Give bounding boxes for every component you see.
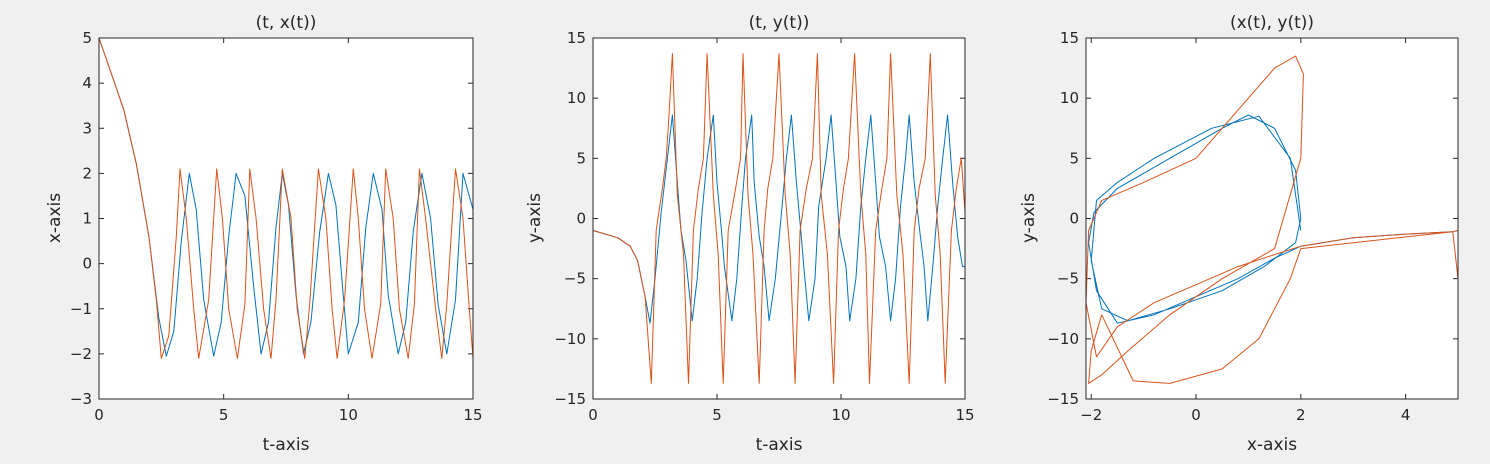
y-axis-label-2: y-axis [525,193,545,243]
y-tick-label: 5 [576,149,586,167]
x-tick-label: −2 [1080,406,1102,424]
tick-labels-1: 0 5 10 15 −3 −2 −1 0 1 2 3 4 5 [70,29,483,424]
x-tick-label: 15 [463,406,482,424]
x-tick-label: 0 [1191,406,1201,424]
series-line-orange [98,37,474,359]
x-tick-label: 4 [1401,406,1411,424]
y-tick-label: 4 [82,74,92,92]
x-tick-label: 10 [339,406,358,424]
x-tick-label: 2 [1296,406,1306,424]
y-tick-label: 15 [1060,29,1079,47]
y-tick-label: 3 [82,119,92,137]
axes-box-2 [592,37,966,400]
y-tick-label: −5 [564,270,586,288]
series-layer-1 [98,37,474,359]
x-tick-label: 10 [831,406,850,424]
axes-box-1 [98,37,474,400]
axes-area-2 [593,38,965,399]
y-tick-label: 0 [1069,210,1079,228]
x-tick-label: 0 [588,406,598,424]
x-axis-label-2: t-axis [756,435,803,455]
y-tick-label: −3 [70,390,92,408]
y-tick-label: −15 [1047,390,1079,408]
series-layer-2 [592,53,966,384]
y-tick-label: 0 [576,210,586,228]
y-tick-label: −1 [70,300,92,318]
subplot-t-x: 0 5 10 15 −3 −2 −1 0 1 2 3 4 5 (t, x(t)) t-axis x-ax… [45,13,483,455]
x-tick-label: 5 [712,406,722,424]
chart-title-1: (t, x(t)) [256,13,317,33]
x-tick-label: 15 [955,406,974,424]
y-tick-label: 2 [82,164,92,182]
y-axis-label-3: y-axis [1019,193,1039,243]
series-line-blue [98,37,474,357]
tick-labels-2: 0 5 10 15 −15 −10 −5 0 5 10 15 [554,29,974,424]
series-line-orange [1085,55,1459,384]
y-tick-label: −10 [1047,330,1079,348]
y-tick-label: 1 [82,210,92,228]
subplot-t-y: 0 5 10 15 −15 −10 −5 0 5 10 15 (t, y(t)) t-axis y-… [525,13,975,455]
tick-labels-3: −2 0 2 4 −15 −10 −5 0 5 10 15 [1047,29,1410,424]
x-axis-label-3: x-axis [1247,435,1297,455]
chart-title-2: (t, y(t)) [749,13,810,33]
x-tick-label: 5 [219,406,229,424]
y-tick-label: −2 [70,345,92,363]
axes-box-3 [1085,37,1459,400]
axes-area-1 [99,38,473,399]
y-tick-label: 5 [82,29,92,47]
x-axis-label-1: t-axis [263,435,310,455]
y-tick-label: 15 [567,29,586,47]
y-tick-label: −5 [1057,270,1079,288]
x-tick-label: 0 [94,406,104,424]
ticks-3 [1086,37,1458,400]
y-tick-label: 10 [1060,89,1079,107]
y-axis-label-1: x-axis [45,193,65,243]
y-tick-label: −10 [554,330,586,348]
y-tick-label: 0 [82,255,92,273]
y-tick-label: 5 [1069,149,1079,167]
series-line-orange [592,53,966,384]
series-layer-3 [1085,55,1459,384]
y-tick-label: 10 [567,89,586,107]
chart-title-3: (x(t), y(t)) [1230,13,1314,33]
series-line-blue [1088,114,1459,324]
y-tick-label: −15 [554,390,586,408]
axes-area-3 [1086,38,1458,399]
